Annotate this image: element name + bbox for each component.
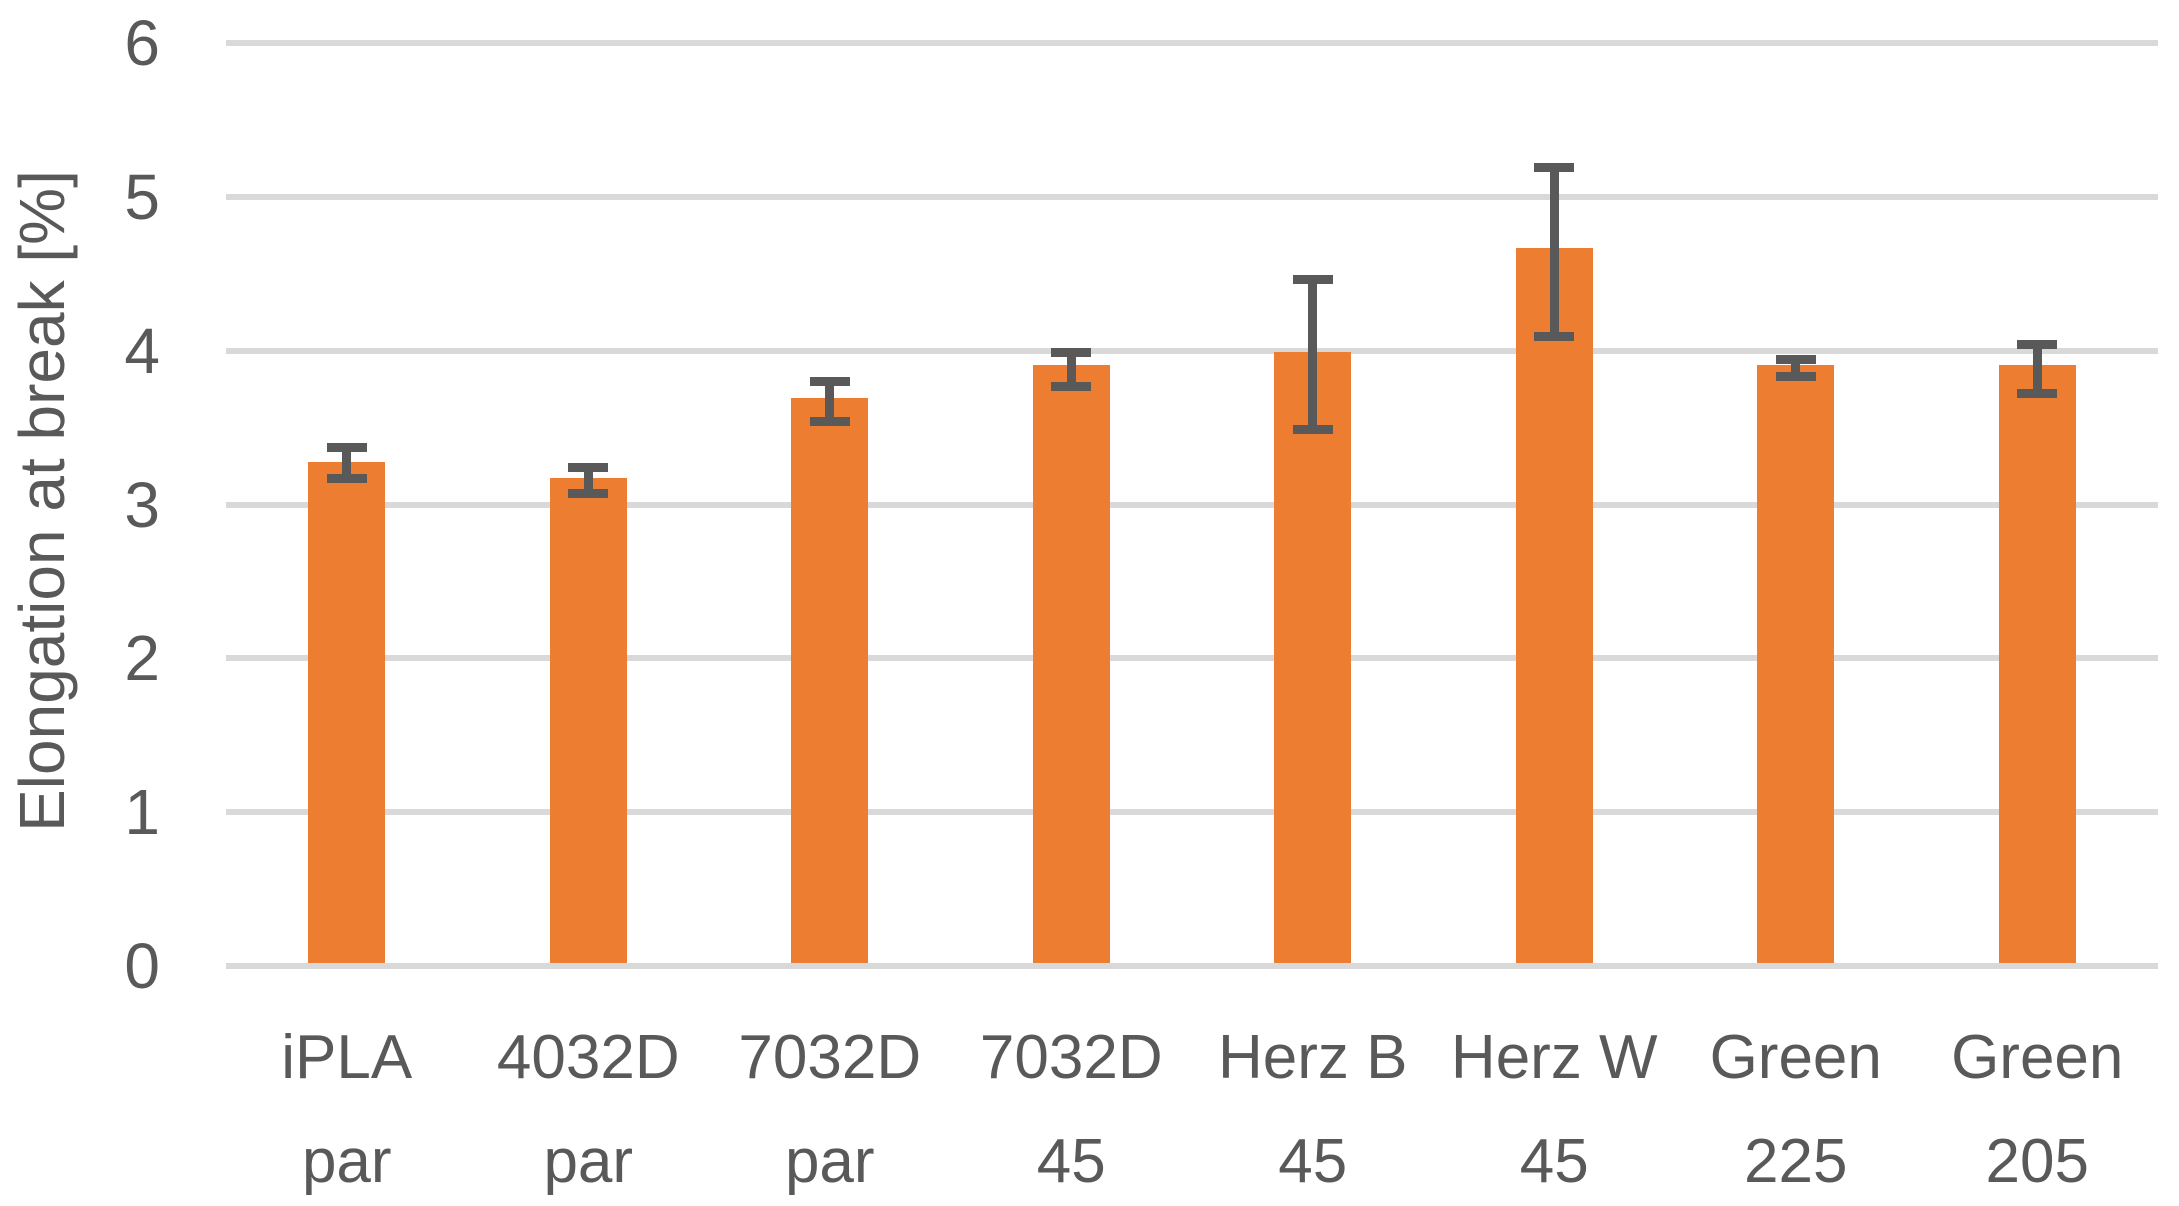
x-category-label-line: Green xyxy=(1709,1023,1882,1092)
error-bar-line xyxy=(825,376,835,426)
y-tick-label: 6 xyxy=(124,7,160,79)
x-category-label-line: Herz W xyxy=(1450,1023,1658,1092)
y-tick-label: 3 xyxy=(124,468,160,541)
error-bar-cap-top xyxy=(809,376,850,386)
x-category-label-line: 205 xyxy=(1985,1127,2089,1196)
error-bar-cap-bottom xyxy=(1051,381,1092,391)
gridline xyxy=(226,347,2158,354)
error-bar-line xyxy=(1549,163,1559,342)
error-bar-cap-bottom xyxy=(326,473,367,483)
error-bar-cap-top xyxy=(568,463,609,473)
x-category-label: 7032D 45 xyxy=(951,1006,1193,1206)
error-bar-line xyxy=(583,463,593,499)
error-bar-cap-top xyxy=(1292,275,1333,285)
gridline xyxy=(226,501,2158,508)
y-tick-label: 1 xyxy=(124,776,160,849)
error-bar-cap-top xyxy=(1775,355,1816,365)
bar xyxy=(1998,364,2076,963)
x-category-label-line: par xyxy=(784,1127,875,1196)
x-category-label: Herz W 45 xyxy=(1434,1006,1676,1206)
x-category-label-line: 45 xyxy=(1519,1127,1589,1196)
x-category-label-line: 4032D xyxy=(496,1023,680,1092)
bar xyxy=(1757,364,1835,963)
bar xyxy=(1032,364,1110,963)
y-tick-label: 0 xyxy=(124,930,160,1002)
error-bar-line xyxy=(342,443,352,483)
bar xyxy=(791,398,869,963)
x-category-label: 4032D par xyxy=(468,1006,710,1206)
gridline xyxy=(226,40,2158,46)
error-bar-cap-bottom xyxy=(1534,332,1575,342)
x-category-label: iPLA par xyxy=(226,1006,468,1206)
x-category-label-line: 45 xyxy=(1278,1127,1348,1196)
error-bar-cap-bottom xyxy=(2017,389,2058,399)
error-bar-cap-top xyxy=(326,443,367,453)
x-category-label-line: iPLA xyxy=(281,1023,413,1092)
bar xyxy=(1515,247,1593,963)
gridline xyxy=(226,963,2158,969)
x-category-label-line: 225 xyxy=(1744,1127,1848,1196)
x-category-label: Green 225 xyxy=(1675,1006,1917,1206)
error-bar-cap-bottom xyxy=(568,489,609,499)
bar xyxy=(1274,352,1352,963)
gridline xyxy=(226,193,2158,200)
error-bar-line xyxy=(2032,339,2042,399)
x-category-label: Green 205 xyxy=(1917,1006,2159,1206)
x-category-label-line: 45 xyxy=(1036,1127,1106,1196)
x-category-label: 7032D par xyxy=(709,1006,951,1206)
y-tick-label: 4 xyxy=(124,314,160,387)
y-tick-label: 2 xyxy=(124,622,160,695)
error-bar-cap-top xyxy=(2017,339,2058,349)
x-category-label-line: par xyxy=(543,1127,634,1196)
error-bar-cap-bottom xyxy=(1292,424,1333,434)
error-bar-line xyxy=(1791,355,1801,382)
error-bar-line xyxy=(1308,275,1318,434)
error-bar-cap-top xyxy=(1534,163,1575,173)
x-category-label-line: Green xyxy=(1951,1023,2124,1092)
x-category-label: Herz B 45 xyxy=(1192,1006,1434,1206)
error-bar-cap-bottom xyxy=(809,416,850,426)
gridline xyxy=(226,809,2158,816)
error-bar-cap-top xyxy=(1051,347,1092,357)
bar xyxy=(308,461,386,963)
error-bar-cap-bottom xyxy=(1775,372,1816,382)
x-category-label-line: par xyxy=(301,1127,392,1196)
error-bar-line xyxy=(1066,347,1076,391)
y-tick-label: 5 xyxy=(124,160,160,233)
bar xyxy=(549,478,627,963)
x-category-label-line: 7032D xyxy=(738,1023,922,1092)
x-category-label-line: Herz B xyxy=(1218,1023,1408,1092)
x-category-label-line: 7032D xyxy=(979,1023,1163,1092)
gridline xyxy=(226,655,2158,662)
